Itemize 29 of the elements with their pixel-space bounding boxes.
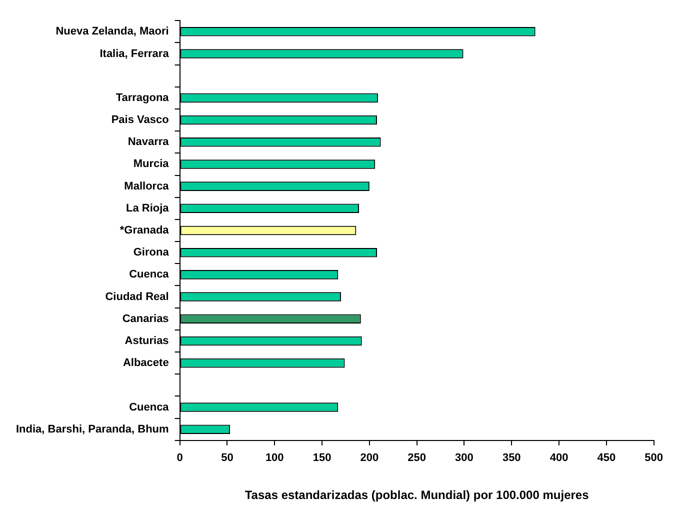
x-tick-label: 200	[360, 452, 379, 464]
y-tick-label: Italia, Ferrara	[100, 48, 170, 60]
x-tick-label: 350	[502, 452, 521, 464]
y-tick-label: India, Barshi, Paranda, Bhum	[16, 423, 170, 436]
x-tick-label: 150	[312, 452, 332, 464]
y-tick-label: Asturias	[124, 335, 169, 348]
x-axis-title: Tasas estandarizadas (poblac. Mundial) por 100.000 mujeres	[244, 488, 590, 502]
y-tick-label: Albacete	[122, 357, 169, 370]
y-tick-label: Pais Vasco	[111, 114, 170, 126]
x-tick-label: 400	[550, 452, 568, 464]
x-tick-label: 300	[455, 452, 474, 464]
y-tick-label: La Rioja	[126, 202, 170, 214]
y-tick-label: Girona	[133, 246, 170, 259]
y-tick-label: Tarragona	[116, 92, 170, 104]
y-tick-label: Canarias	[122, 312, 169, 325]
x-tick-label: 50	[221, 452, 234, 464]
x-tick-label: 250	[408, 452, 426, 464]
x-tick-label: 100	[265, 452, 284, 464]
y-tick-label: Navarra	[128, 136, 170, 148]
x-tick-label: 500	[644, 452, 664, 464]
y-tick-label: Cuenca	[129, 401, 170, 414]
y-tick-label: Nueva Zelanda, Maori	[56, 26, 169, 38]
y-tick-label: Ciudad Real	[105, 290, 169, 303]
x-tick-label: 450	[597, 452, 616, 464]
y-tick-label: Mallorca	[124, 180, 170, 192]
y-tick-label: *Granada	[120, 224, 170, 237]
x-tick-label: 0	[176, 452, 183, 464]
y-tick-label: Murcia	[133, 158, 170, 170]
y-tick-label: Cuenca	[129, 268, 170, 281]
